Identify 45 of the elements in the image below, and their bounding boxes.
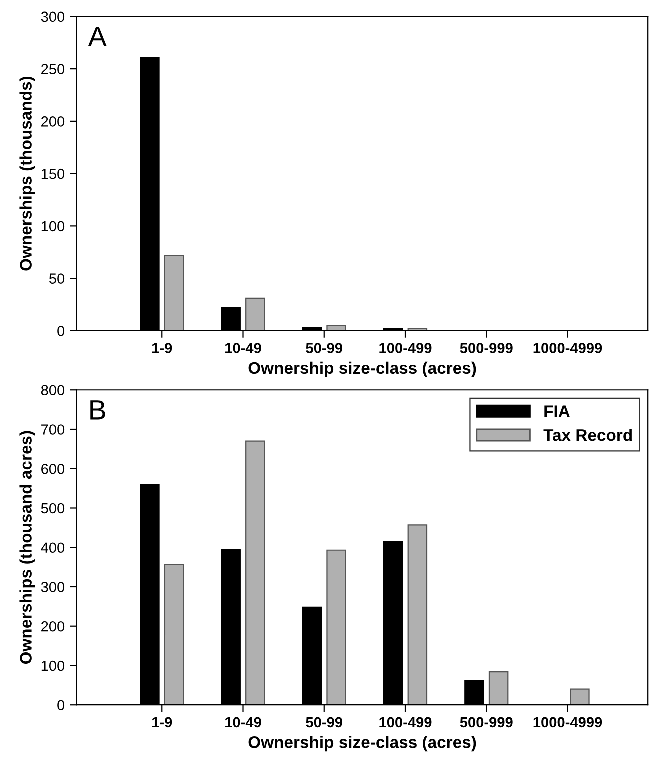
x-tick-label: 1000-4999 (534, 343, 602, 354)
x-tick-label: 1000-4999 (534, 717, 602, 728)
x-tick-label: 50-99 (306, 717, 342, 728)
x-tick-label: 10-49 (226, 717, 262, 728)
legend-label: Tax Record (544, 428, 632, 442)
y-tick-label: 800 (41, 385, 65, 396)
bar (246, 298, 266, 331)
y-axis-title: Ownerships (thousand acres) (20, 431, 36, 664)
y-tick-label: 700 (42, 424, 65, 435)
bar (570, 688, 590, 706)
x-tick-label: 10-49 (226, 343, 262, 354)
x-tick-label: 500-999 (460, 343, 513, 354)
y-tick-label: 250 (42, 64, 65, 74)
x-axis-title: Ownership size-class (acres) (248, 736, 476, 752)
y-tick-label: 50 (49, 274, 65, 284)
y-tick-label: 0 (58, 700, 65, 711)
annotation: A (88, 27, 107, 46)
x-tick-label: 500-999 (460, 717, 513, 728)
y-axis-title: Ownerships (thousands) (20, 76, 36, 271)
x-tick-label: 100-499 (380, 717, 432, 728)
y-tick-label: 600 (42, 464, 65, 474)
bar (164, 564, 184, 706)
y-tick-label: 200 (42, 116, 65, 127)
y-tick-label: 300 (41, 582, 65, 592)
x-axis-title: Ownership size-class (acres) (248, 362, 476, 378)
bar (326, 325, 346, 331)
y-tick-label: 400 (41, 542, 65, 554)
x-tick-label: 1-9 (152, 343, 172, 354)
y-tick-label: 150 (42, 168, 65, 180)
bar (246, 440, 266, 706)
legend-label: FIA (544, 406, 570, 418)
x-tick-label: 1-9 (152, 717, 172, 728)
y-tick-label: 500 (41, 503, 65, 514)
y-tick-label: 0 (58, 326, 65, 336)
y-tick-label: 200 (42, 621, 65, 632)
y-tick-label: 100 (42, 660, 65, 672)
x-tick-label: 100-499 (380, 343, 432, 354)
bar (326, 550, 346, 706)
annotation: B (90, 400, 106, 420)
y-tick-label: 100 (42, 221, 65, 232)
bar (408, 524, 428, 706)
x-tick-label: 50-99 (306, 343, 342, 354)
bar (164, 254, 184, 331)
y-tick-label: 300 (41, 12, 65, 22)
bar (488, 671, 509, 706)
